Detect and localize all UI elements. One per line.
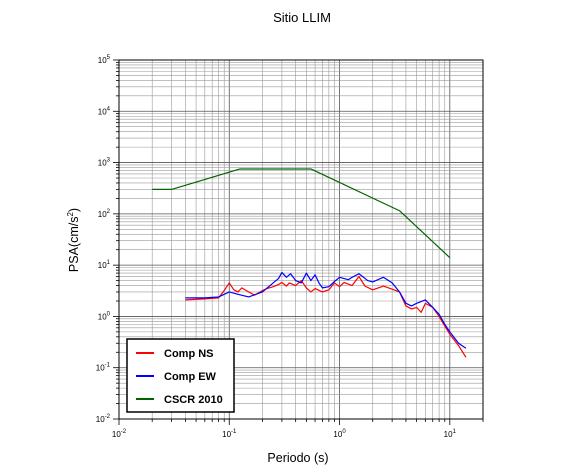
- y-tick-label: 103: [98, 158, 111, 168]
- chart-title: Sitio LLIM: [273, 10, 331, 25]
- legend-label-comp-ew: Comp EW: [164, 371, 217, 383]
- x-axis-label: Periodo (s): [267, 451, 328, 465]
- legend-label-cscr-2010: CSCR 2010: [164, 394, 223, 406]
- y-tick-label: 102: [98, 209, 111, 219]
- series-line-comp-ew: [185, 271, 467, 349]
- x-tick-label: 10-1: [222, 429, 237, 439]
- y-tick-label: 101: [98, 260, 111, 270]
- y-tick-label: 104: [98, 106, 111, 116]
- series-line-cscr-2010: [152, 168, 451, 259]
- legend-label-comp-ns: Comp NS: [164, 348, 214, 360]
- x-tick-label: 100: [333, 429, 346, 439]
- grid: [118, 59, 484, 420]
- y-tick-label: 105: [98, 55, 111, 65]
- y-tick-label: 100: [98, 311, 111, 321]
- x-tick-label: 10-2: [112, 429, 127, 439]
- series-line-comp-ns: [185, 275, 467, 358]
- y-axis-label: PSA(cm/s2): [66, 208, 81, 272]
- x-tick-label: 101: [444, 429, 457, 439]
- y-tick-label: 10-1: [96, 363, 111, 373]
- ticks: 10-2 10-1 100 101 10-2 10-1 100 101 102 103 104 105: [96, 55, 484, 439]
- y-tick-label: 10-2: [96, 414, 111, 424]
- series-layer: [152, 168, 467, 358]
- legend: Comp NS Comp EW CSCR 2010: [126, 338, 235, 413]
- plot-frame: [118, 59, 484, 420]
